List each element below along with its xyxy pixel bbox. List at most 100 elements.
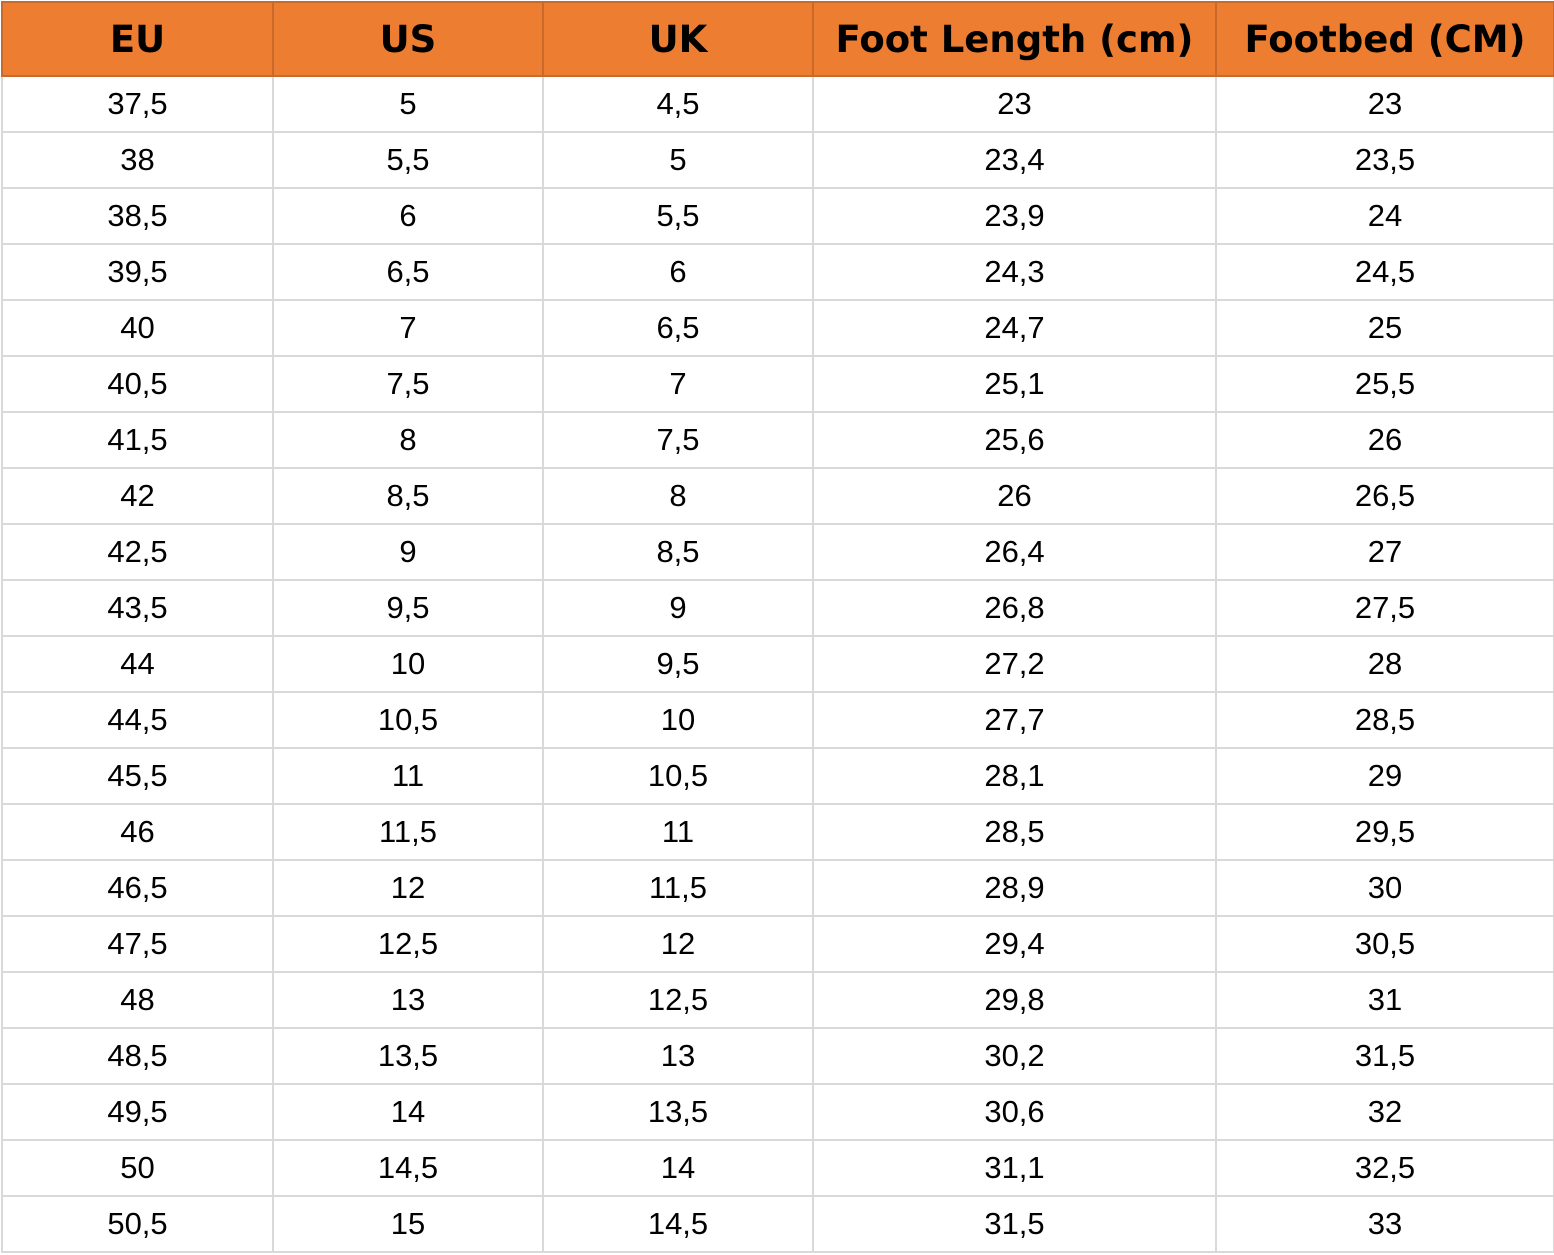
cell-eu: 48,5: [1, 1027, 274, 1085]
cell-uk: 9: [542, 579, 814, 637]
cell-uk: 6,5: [542, 299, 814, 357]
table-row: 45,5 11 10,5 28,1 29: [1, 747, 1554, 805]
cell-uk: 13: [542, 1027, 814, 1085]
cell-eu: 47,5: [1, 915, 274, 973]
cell-foot-length: 25,6: [812, 411, 1217, 469]
table-row: 47,5 12,5 12 29,4 30,5: [1, 915, 1554, 973]
table-row: 40,5 7,5 7 25,1 25,5: [1, 355, 1554, 413]
cell-footbed: 32,5: [1215, 1139, 1554, 1197]
cell-us: 14,5: [272, 1139, 544, 1197]
cell-footbed: 29,5: [1215, 803, 1554, 861]
table-row: 48 13 12,5 29,8 31: [1, 971, 1554, 1029]
cell-footbed: 24: [1215, 187, 1554, 245]
cell-uk: 8: [542, 467, 814, 525]
table-row: 42 8,5 8 26 26,5: [1, 467, 1554, 525]
cell-uk: 6: [542, 243, 814, 301]
table-row: 49,5 14 13,5 30,6 32: [1, 1083, 1554, 1141]
cell-eu: 45,5: [1, 747, 274, 805]
cell-uk: 14,5: [542, 1195, 814, 1253]
cell-eu: 38: [1, 131, 274, 189]
cell-foot-length: 28,9: [812, 859, 1217, 917]
table-row: 42,5 9 8,5 26,4 27: [1, 523, 1554, 581]
cell-uk: 13,5: [542, 1083, 814, 1141]
cell-foot-length: 29,8: [812, 971, 1217, 1029]
cell-uk: 4,5: [542, 75, 814, 133]
cell-uk: 7: [542, 355, 814, 413]
cell-eu: 46,5: [1, 859, 274, 917]
cell-uk: 5,5: [542, 187, 814, 245]
table-row: 43,5 9,5 9 26,8 27,5: [1, 579, 1554, 637]
table-row: 37,5 5 4,5 23 23: [1, 75, 1554, 133]
cell-foot-length: 30,6: [812, 1083, 1217, 1141]
table-row: 39,5 6,5 6 24,3 24,5: [1, 243, 1554, 301]
cell-us: 12,5: [272, 915, 544, 973]
cell-foot-length: 27,2: [812, 635, 1217, 693]
cell-uk: 8,5: [542, 523, 814, 581]
table-row: 38 5,5 5 23,4 23,5: [1, 131, 1554, 189]
cell-eu: 50: [1, 1139, 274, 1197]
cell-foot-length: 30,2: [812, 1027, 1217, 1085]
cell-uk: 11,5: [542, 859, 814, 917]
table-row: 41,5 8 7,5 25,6 26: [1, 411, 1554, 469]
cell-footbed: 24,5: [1215, 243, 1554, 301]
cell-foot-length: 26: [812, 467, 1217, 525]
header-us: US: [272, 1, 544, 77]
cell-us: 14: [272, 1083, 544, 1141]
cell-uk: 14: [542, 1139, 814, 1197]
cell-foot-length: 26,4: [812, 523, 1217, 581]
cell-us: 9,5: [272, 579, 544, 637]
cell-us: 10,5: [272, 691, 544, 749]
cell-us: 13,5: [272, 1027, 544, 1085]
cell-eu: 39,5: [1, 243, 274, 301]
cell-us: 8: [272, 411, 544, 469]
cell-eu: 46: [1, 803, 274, 861]
cell-footbed: 25,5: [1215, 355, 1554, 413]
cell-eu: 48: [1, 971, 274, 1029]
cell-foot-length: 27,7: [812, 691, 1217, 749]
cell-foot-length: 23: [812, 75, 1217, 133]
cell-uk: 5: [542, 131, 814, 189]
cell-foot-length: 25,1: [812, 355, 1217, 413]
cell-us: 12: [272, 859, 544, 917]
cell-footbed: 28,5: [1215, 691, 1554, 749]
table-row: 46 11,5 11 28,5 29,5: [1, 803, 1554, 861]
cell-footbed: 32: [1215, 1083, 1554, 1141]
cell-uk: 10: [542, 691, 814, 749]
cell-eu: 40,5: [1, 355, 274, 413]
cell-us: 9: [272, 523, 544, 581]
cell-us: 5,5: [272, 131, 544, 189]
cell-foot-length: 28,5: [812, 803, 1217, 861]
table-row: 50,5 15 14,5 31,5 33: [1, 1195, 1554, 1253]
cell-uk: 11: [542, 803, 814, 861]
cell-us: 5: [272, 75, 544, 133]
cell-us: 15: [272, 1195, 544, 1253]
table-header: EU US UK Foot Length (cm) Footbed (CM): [1, 1, 1554, 77]
cell-footbed: 25: [1215, 299, 1554, 357]
cell-foot-length: 23,9: [812, 187, 1217, 245]
cell-eu: 41,5: [1, 411, 274, 469]
table-row: 40 7 6,5 24,7 25: [1, 299, 1554, 357]
table-row: 48,5 13,5 13 30,2 31,5: [1, 1027, 1554, 1085]
cell-footbed: 23,5: [1215, 131, 1554, 189]
cell-eu: 44,5: [1, 691, 274, 749]
cell-uk: 7,5: [542, 411, 814, 469]
cell-eu: 50,5: [1, 1195, 274, 1253]
cell-foot-length: 31,5: [812, 1195, 1217, 1253]
table-row: 44 10 9,5 27,2 28: [1, 635, 1554, 693]
header-foot-length: Foot Length (cm): [812, 1, 1217, 77]
cell-footbed: 33: [1215, 1195, 1554, 1253]
cell-foot-length: 24,3: [812, 243, 1217, 301]
cell-eu: 49,5: [1, 1083, 274, 1141]
cell-footbed: 29: [1215, 747, 1554, 805]
cell-foot-length: 23,4: [812, 131, 1217, 189]
header-eu: EU: [1, 1, 274, 77]
cell-us: 8,5: [272, 467, 544, 525]
cell-us: 6: [272, 187, 544, 245]
cell-foot-length: 28,1: [812, 747, 1217, 805]
cell-foot-length: 29,4: [812, 915, 1217, 973]
cell-footbed: 28: [1215, 635, 1554, 693]
cell-us: 6,5: [272, 243, 544, 301]
cell-footbed: 26,5: [1215, 467, 1554, 525]
table-row: 44,5 10,5 10 27,7 28,5: [1, 691, 1554, 749]
